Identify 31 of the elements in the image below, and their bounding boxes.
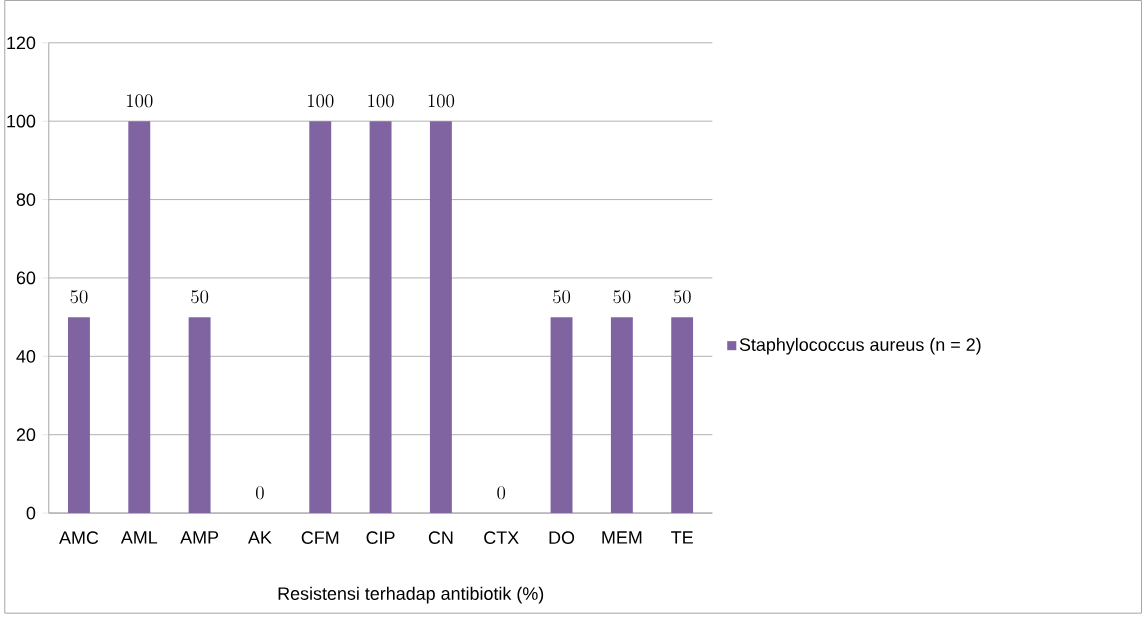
- data-label: 50: [191, 290, 209, 304]
- x-axis-title: Resistensi terhadap antibiotik (%): [278, 586, 544, 604]
- x-tick-label: CN: [428, 531, 453, 544]
- y-tick-label: 100: [7, 114, 36, 128]
- data-label: 50: [553, 290, 571, 304]
- data-label: 100: [126, 94, 153, 108]
- data-label: 100: [368, 94, 394, 108]
- data-label: 50: [70, 290, 88, 304]
- data-label: 0: [256, 486, 264, 500]
- data-label: 100: [428, 94, 455, 108]
- x-tick-label: TE: [671, 531, 693, 544]
- y-tick-label: 0: [26, 506, 36, 520]
- y-tick-label: 60: [16, 271, 36, 285]
- legend-label: Staphylococcus aureus (n = 2): [739, 337, 981, 355]
- y-tick-label: 20: [16, 428, 36, 441]
- data-label: 50: [673, 290, 691, 304]
- x-tick-label: AK: [248, 531, 272, 544]
- x-tick-label: AML: [120, 531, 158, 544]
- x-tick-label: CFM: [301, 531, 339, 544]
- data-label: 100: [307, 94, 334, 108]
- x-tick-label: MEM: [602, 531, 642, 544]
- y-tick-label: 40: [16, 349, 36, 363]
- x-tick-label: AMP: [180, 531, 219, 544]
- x-tick-label: CIP: [366, 531, 395, 544]
- y-tick-label: 80: [16, 193, 36, 206]
- x-tick-label: DO: [549, 531, 575, 544]
- data-label: 0: [497, 486, 506, 500]
- y-tick-label: 120: [7, 36, 36, 50]
- data-label: 50: [613, 290, 631, 304]
- x-tick-label: AMC: [59, 531, 99, 544]
- x-tick-label: CTX: [484, 531, 519, 544]
